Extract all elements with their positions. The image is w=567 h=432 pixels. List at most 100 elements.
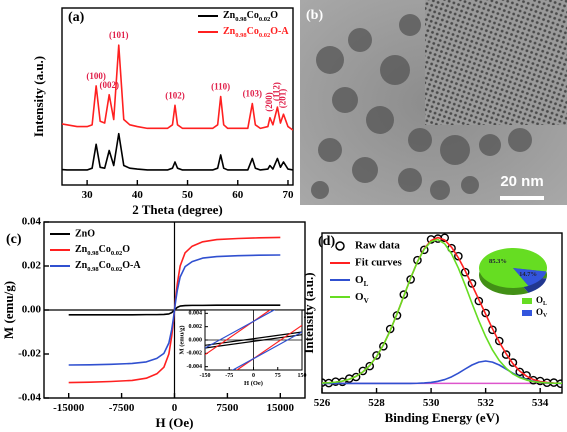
y-axis-label: Intensity (a.u.): [301, 272, 316, 353]
series-line: [322, 238, 562, 385]
y-axis-label: Intensity (a.u.): [31, 56, 46, 137]
peak-label: (100): [86, 71, 106, 81]
x-tick-label: 526: [314, 397, 331, 409]
x-tick-label: 7500: [216, 402, 239, 414]
x-tick-label: -7500: [109, 402, 135, 414]
data-point: [419, 245, 429, 255]
data-point: [508, 358, 518, 367]
data-point: [467, 279, 477, 288]
peak-label: (110): [211, 82, 230, 92]
y-tick-label: 0.004: [189, 311, 203, 317]
legend-label: OV: [355, 291, 370, 305]
x-tick-label: -150: [200, 373, 211, 379]
peak-label: (112): [271, 82, 281, 101]
x-tick-label: 60: [232, 189, 244, 201]
x-tick-label: -15000: [53, 402, 85, 414]
pie-legend-label: OV: [536, 307, 548, 319]
peak-label: (002): [99, 80, 119, 90]
legend-label: Fit curves: [355, 257, 402, 269]
data-point: [440, 233, 450, 243]
x-axis-label: 2 Theta (degree): [132, 202, 223, 217]
y-tick-label: -0.04: [18, 392, 41, 404]
y-tick-label: 0.02: [22, 260, 42, 272]
x-tick-label: 532: [477, 397, 494, 409]
x-tick-label: 530: [423, 397, 440, 409]
data-point: [494, 336, 504, 346]
data-point: [358, 366, 368, 376]
x-axis-label: H (Oe): [244, 380, 263, 387]
data-point: [501, 350, 511, 359]
pie-legend-swatch: [522, 310, 532, 316]
peak-label: (103): [243, 89, 263, 99]
legend-label: Raw data: [355, 240, 400, 252]
x-tick-label: 40: [132, 189, 144, 201]
pie-value-label: 14.7%: [519, 271, 537, 278]
data-point: [385, 324, 395, 334]
series-line: [62, 44, 293, 131]
legend-label: Zn0.98Co0.02O: [223, 10, 278, 23]
peak-label: (101): [109, 30, 129, 40]
panel-label: (c): [6, 232, 22, 247]
x-tick-label: 0: [252, 373, 255, 379]
legend-label: Zn0.98Co0.02O-A: [223, 26, 289, 39]
legend-label: Zn0.98Co0.02O-A: [75, 260, 141, 273]
scale-bar-label: 20 nm: [500, 173, 543, 190]
x-tick-label: 70: [282, 189, 294, 201]
peak-label: (201): [278, 89, 288, 109]
inset-branch: [231, 331, 302, 370]
pie-value-label: 85.3%: [489, 258, 507, 265]
plot-area: [62, 44, 293, 171]
y-tick-label: -0.004: [187, 364, 203, 370]
x-tick-label: 150: [298, 373, 307, 379]
x-tick-label: 15000: [267, 402, 295, 414]
data-point: [372, 351, 381, 360]
data-point: [379, 341, 388, 351]
plot-frame: [321, 232, 563, 394]
y-tick-label: 0.04: [22, 216, 42, 228]
series-line: [62, 132, 293, 171]
inset-plot: [205, 310, 302, 370]
pie-legend-label: OL: [536, 295, 547, 307]
plot-area: [322, 233, 562, 389]
lattice-inset: [425, 0, 567, 125]
data-point: [474, 296, 484, 306]
peak-label: (200): [264, 92, 274, 112]
panel-label: (b): [306, 8, 323, 23]
x-tick-label: 528: [368, 397, 385, 409]
data-point: [454, 251, 463, 261]
data-point: [406, 275, 415, 284]
y-axis-label: M (emu/g): [1, 281, 16, 339]
pie-slice: [513, 268, 547, 286]
x-tick-label: 0: [172, 402, 178, 414]
y-tick-label: 0.00: [22, 304, 42, 316]
data-point: [515, 367, 525, 377]
y-axis-label: M (emu/g): [178, 325, 185, 354]
y-tick-label: -0.002: [187, 351, 203, 357]
legend-marker: [335, 241, 345, 251]
y-tick-label: 0.000: [189, 337, 203, 343]
x-axis-label: Binding Energy (eV): [385, 410, 500, 425]
scale-bar: [500, 196, 544, 200]
panel-label: (d): [318, 234, 335, 249]
data-point: [488, 325, 497, 335]
data-point: [365, 361, 375, 371]
legend-label: ZnO: [75, 228, 95, 239]
series-line: [68, 254, 281, 366]
tem-particles: [311, 14, 532, 200]
x-tick-label: 534: [532, 397, 549, 409]
x-axis-label: H (Oe): [156, 415, 194, 430]
plot-frame: [61, 7, 294, 186]
pie-legend-swatch: [522, 298, 532, 304]
y-tick-label: -0.02: [18, 348, 41, 360]
panel-label: (a): [68, 10, 85, 25]
tem-image: 20 nm (b): [300, 0, 567, 205]
legend-label: OL: [355, 274, 369, 288]
x-tick-label: 75: [275, 373, 281, 379]
y-tick-label: 0.002: [189, 324, 203, 330]
data-point: [460, 267, 470, 277]
peak-label: (102): [165, 90, 185, 100]
data-point: [481, 308, 490, 318]
x-tick-label: -75: [225, 373, 233, 379]
x-tick-label: 50: [182, 189, 194, 201]
